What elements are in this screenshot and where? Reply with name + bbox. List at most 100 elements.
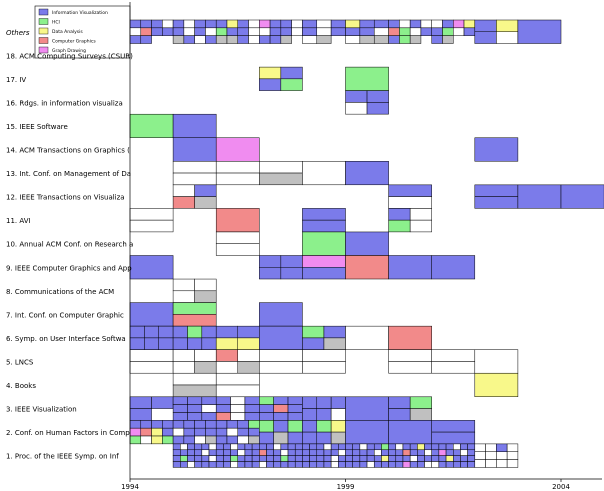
legend-swatch [38, 27, 49, 35]
publication-cell [402, 449, 411, 456]
publication-cell [269, 35, 282, 44]
publication-cell [388, 349, 432, 362]
legend: Information Visualization HCI Data Analysi… [34, 5, 131, 59]
x-tick-label: 1994 [121, 483, 139, 491]
publication-cell [273, 431, 289, 445]
publication-cell [273, 412, 289, 421]
publication-cell [172, 196, 195, 209]
publication-cell [373, 455, 382, 462]
publication-cell [352, 461, 361, 468]
publication-cell [381, 449, 389, 456]
publication-cell [506, 459, 519, 468]
publication-cell [129, 208, 174, 221]
publication-cell [172, 137, 217, 162]
publication-cell [140, 35, 152, 44]
publication-cell [180, 455, 188, 462]
publication-cell [460, 443, 468, 451]
year-block [259, 396, 303, 421]
publication-cell [442, 27, 454, 36]
publication-cell [144, 337, 159, 350]
publication-cell [280, 449, 289, 456]
year-block [172, 325, 217, 350]
year-block [215, 325, 260, 350]
publication-cell [330, 396, 346, 409]
publication-cell [151, 19, 163, 29]
publication-cell [309, 443, 318, 451]
publication-cell [129, 408, 152, 421]
publication-cell [302, 420, 318, 433]
publication-cell [259, 412, 274, 421]
publication-cell [409, 461, 418, 468]
publication-cell [180, 449, 188, 456]
publication-cell [259, 161, 303, 174]
year-block [215, 137, 260, 162]
year-block [431, 420, 476, 445]
publication-cell [226, 420, 239, 429]
publication-cell [215, 449, 224, 456]
year-block [259, 349, 303, 374]
row-label: 12. IEEE Transactions on Visualiza [6, 194, 125, 202]
publication-cell [194, 435, 206, 445]
publication-cell [345, 449, 353, 456]
publication-cell [294, 455, 303, 462]
year-block [259, 66, 303, 91]
publication-cell [129, 420, 142, 429]
publication-cell [172, 184, 195, 197]
publication-cell [215, 172, 260, 186]
publication-cell [244, 461, 253, 468]
year-block [302, 325, 346, 350]
publication-cell [395, 455, 404, 462]
publication-cell [330, 27, 346, 36]
publication-cell [226, 35, 239, 44]
publication-cell [399, 35, 411, 44]
publication-cell [172, 35, 185, 44]
row-label: 18. ACM Computing Surveys (CSUR) [6, 52, 133, 60]
publication-cell [302, 27, 318, 36]
publication-cell [438, 443, 447, 451]
publication-cell [302, 396, 318, 409]
publication-cell [215, 373, 260, 386]
publication-cell [302, 35, 318, 44]
publication-cell [280, 267, 303, 280]
year-block [345, 66, 389, 91]
publication-cell [266, 455, 274, 462]
publication-cell [259, 78, 282, 91]
legend-entry-label: Information Visualization [52, 10, 108, 16]
publication-cell [194, 290, 217, 303]
publication-cell [144, 325, 159, 339]
publication-cell [402, 443, 411, 451]
publication-cell [266, 443, 274, 451]
year-block [215, 443, 260, 468]
publication-cell [409, 35, 422, 44]
publication-cell [183, 427, 195, 437]
publication-cell [302, 361, 346, 374]
publication-cell [201, 412, 217, 421]
publication-cell [162, 435, 174, 445]
publication-cell [338, 461, 346, 468]
year-block [172, 19, 217, 44]
publication-cell [431, 35, 443, 44]
publication-cell [445, 461, 454, 468]
publication-cell [388, 255, 432, 280]
publication-cell [248, 35, 260, 44]
publication-cell [215, 443, 224, 451]
publication-cell [237, 35, 249, 44]
year-block [345, 443, 389, 468]
publication-cell [230, 404, 246, 413]
x-tick-label: 1999 [337, 483, 355, 491]
publication-cell [129, 361, 174, 374]
publication-cell [201, 396, 217, 405]
year-block [474, 137, 519, 162]
year-block [259, 255, 303, 280]
year-block [388, 396, 432, 421]
publication-cell [388, 208, 411, 221]
publication-cell [287, 461, 296, 468]
publication-cell [431, 27, 443, 36]
publication-cell [395, 449, 404, 456]
publication-cell [399, 19, 411, 29]
publication-cell [338, 443, 346, 451]
publication-cell [205, 435, 217, 445]
publication-cell [517, 184, 562, 209]
year-block [302, 231, 346, 256]
publication-cell [187, 461, 195, 468]
